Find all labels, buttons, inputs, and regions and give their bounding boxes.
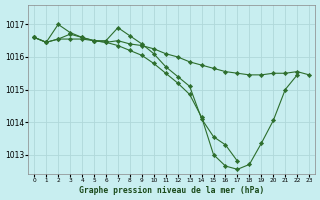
X-axis label: Graphe pression niveau de la mer (hPa): Graphe pression niveau de la mer (hPa) — [79, 186, 264, 195]
